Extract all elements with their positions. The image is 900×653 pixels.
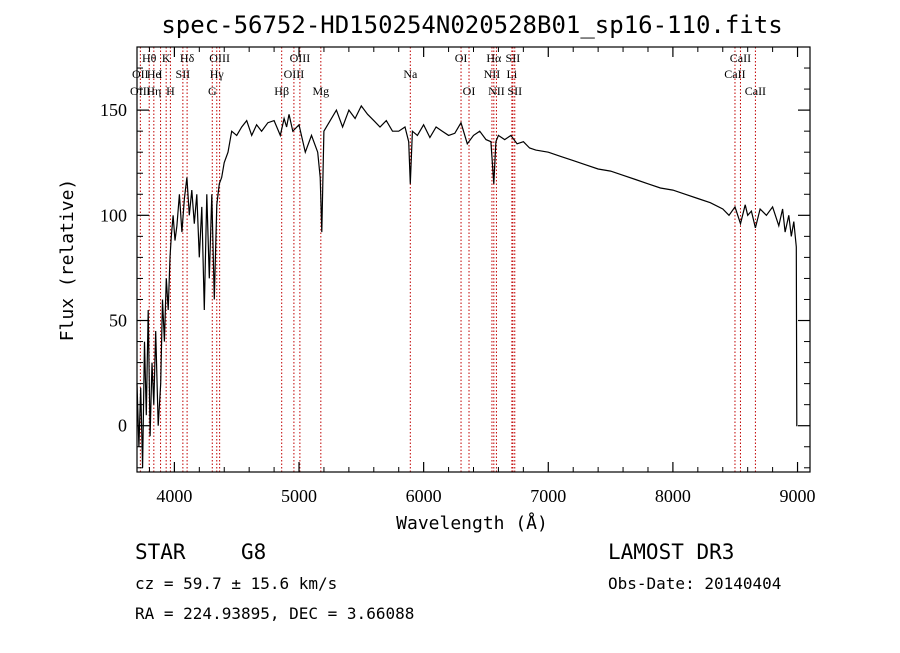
- spectral-line-label: OIII: [130, 84, 151, 98]
- spectral-line-label: CaII: [745, 84, 766, 98]
- object-class: STAR: [135, 540, 186, 564]
- spectral-line-label: SII: [176, 67, 191, 81]
- x-tick-label: 4000: [156, 486, 192, 506]
- spectral-line-label: Hγ: [210, 67, 225, 81]
- spectral-line-label: I: [159, 67, 163, 81]
- x-tick-label: 7000: [530, 486, 566, 506]
- spectral-line-label: OI: [455, 51, 468, 65]
- spectral-line-label: OI: [463, 84, 476, 98]
- plot-frame: [136, 46, 811, 473]
- x-tick-label: 6000: [406, 486, 442, 506]
- spectral-line-label: He: [147, 67, 161, 81]
- spectral-line-label: Hη: [146, 84, 161, 98]
- x-axis-label: Wavelength (Å): [396, 512, 548, 534]
- x-tick-label: 8000: [655, 486, 691, 506]
- x-tick-label: 9000: [780, 486, 816, 506]
- obs-date: Obs-Date: 20140404: [608, 574, 781, 593]
- y-axis-ticks: 0 50 100 150: [100, 67, 810, 469]
- spectral-line-label: OII: [132, 67, 149, 81]
- y-axis-label: Flux (relative): [57, 179, 78, 342]
- y-tick-label: 150: [100, 100, 127, 120]
- spectral-line-label: SII: [506, 51, 521, 65]
- spectral-line-label: OIII: [284, 67, 305, 81]
- spectral-line-label: Mg: [312, 84, 329, 98]
- spectral-line-label: Hθ: [142, 51, 157, 65]
- spectral-line-label: G: [208, 84, 217, 98]
- y-tick-label: 100: [100, 205, 127, 225]
- spectral-line-label: CaII: [730, 51, 751, 65]
- spectral-line-label: Hβ: [274, 84, 289, 98]
- spectral-line-label: SII: [507, 84, 522, 98]
- spectral-line-label: CaII: [724, 67, 745, 81]
- x-tick-label: 5000: [281, 486, 317, 506]
- spectral-line-label: OIII: [209, 51, 230, 65]
- spectral-line-label: Hδ: [180, 51, 195, 65]
- spectral-line-label: NII: [484, 67, 501, 81]
- spectral-line-label: Hα: [486, 51, 502, 65]
- spectral-line-markers: [139, 47, 756, 472]
- spectral-line-labels: Hθ OII OIII He Hη K HI SII Hδ OIII Hγ G Hβ OIII OIII Mg…: [130, 51, 766, 98]
- spectrum-line: [136, 104, 798, 468]
- y-tick-label: 50: [109, 311, 127, 331]
- spectral-line-label: K: [162, 51, 171, 65]
- survey-name: LAMOST DR3: [608, 540, 734, 564]
- spectral-line-label: H: [166, 84, 175, 98]
- redshift-value: cz = 59.7 ± 15.6 km/s: [135, 574, 337, 593]
- spectral-line-label: OIII: [290, 51, 311, 65]
- spectral-line-label: NII: [488, 84, 505, 98]
- spectral-line-label: Li: [507, 67, 518, 81]
- spectral-line-label: Na: [403, 67, 418, 81]
- chart-title: spec-56752-HD150254N020528B01_sp16-110.f…: [161, 11, 782, 39]
- coordinates: RA = 224.93895, DEC = 3.66088: [135, 604, 414, 623]
- object-subclass: G8: [241, 540, 266, 564]
- x-axis-ticks: 4000 5000 6000 7000 8000 9000: [148, 47, 816, 506]
- y-tick-label: 0: [118, 416, 127, 436]
